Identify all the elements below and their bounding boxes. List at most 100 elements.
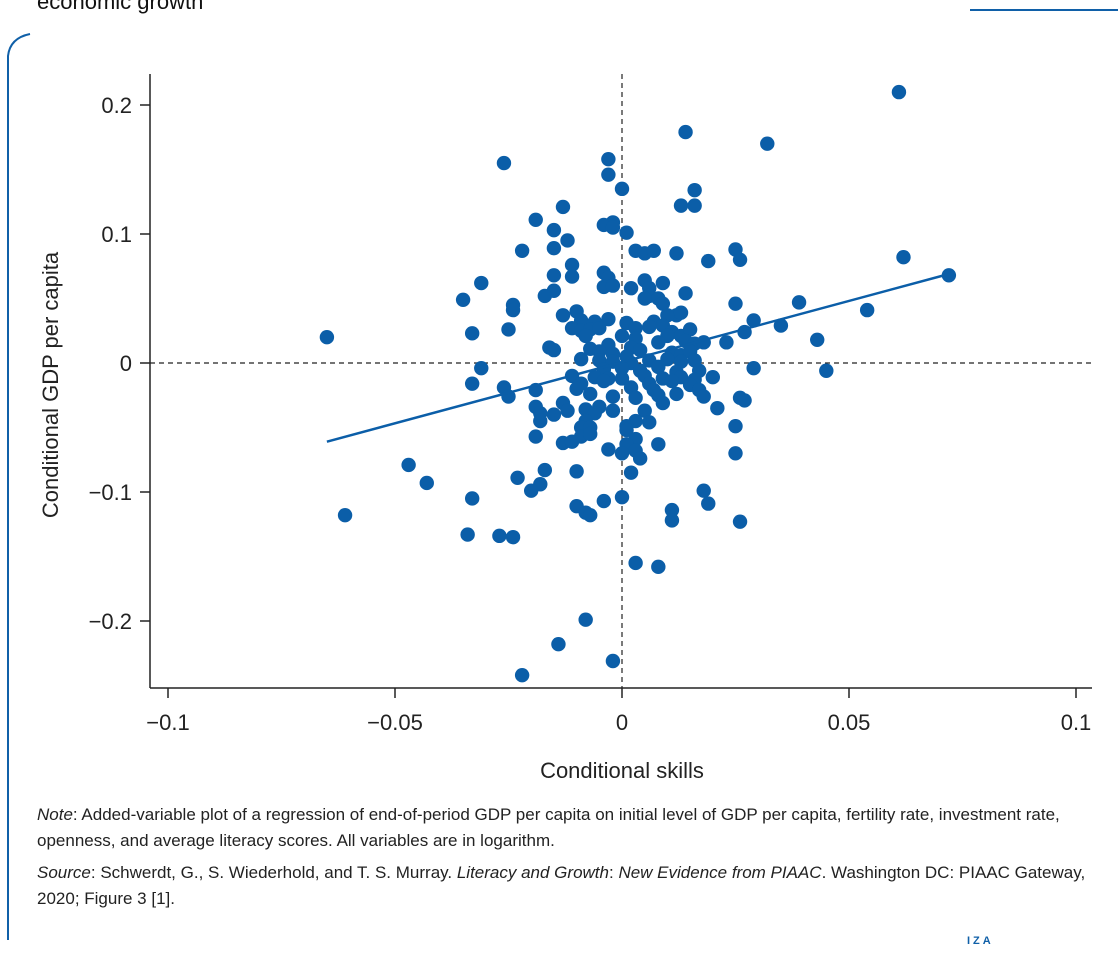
data-point <box>746 313 761 328</box>
source-title: Literacy and Growth <box>456 863 609 882</box>
data-point <box>546 342 562 358</box>
data-point <box>896 250 911 265</box>
data-point <box>546 222 562 238</box>
data-point <box>773 318 789 333</box>
data-point <box>891 84 907 100</box>
x-tick-label: 0.05 <box>828 710 871 735</box>
data-point <box>810 332 825 347</box>
data-point <box>614 489 630 505</box>
data-points <box>319 84 957 683</box>
data-point <box>319 330 335 345</box>
data-point <box>501 322 516 337</box>
data-point <box>560 403 575 418</box>
data-point <box>492 528 507 544</box>
x-axis-ticks: −0.1 −0.05 0 0.05 0.1 <box>146 688 1091 735</box>
data-point <box>655 296 671 311</box>
data-point <box>728 419 743 434</box>
data-point <box>728 446 743 461</box>
data-point <box>592 320 607 336</box>
data-point <box>682 322 698 337</box>
data-point <box>614 446 630 461</box>
data-point <box>583 426 598 442</box>
data-point <box>505 529 521 545</box>
data-point <box>791 295 807 310</box>
source-text-1: : Schwerdt, G., S. Wiederhold, and T. S.… <box>90 863 457 882</box>
data-point <box>623 280 639 296</box>
data-point <box>728 296 743 311</box>
data-point <box>669 246 684 261</box>
data-point <box>528 212 543 228</box>
data-point <box>705 369 720 385</box>
data-point <box>605 278 621 293</box>
data-point <box>533 413 548 429</box>
data-point <box>496 155 512 171</box>
data-point <box>678 124 693 140</box>
data-point <box>564 269 580 284</box>
data-point <box>551 637 566 652</box>
data-point <box>524 483 539 498</box>
data-point <box>651 559 666 575</box>
figure-note: Note: Added-variable plot of a regressio… <box>37 802 1112 854</box>
data-point <box>605 403 621 418</box>
data-point <box>401 457 416 473</box>
data-point <box>464 376 480 391</box>
data-point <box>605 220 621 235</box>
note-label: Note <box>37 805 73 824</box>
data-point <box>546 407 562 422</box>
data-point <box>664 373 680 389</box>
data-point <box>655 395 671 411</box>
data-point <box>564 434 580 449</box>
y-tick-label: 0.2 <box>101 93 132 118</box>
y-tick-label: −0.1 <box>89 480 132 505</box>
data-point <box>601 167 616 182</box>
data-point <box>510 470 525 486</box>
x-tick-label: −0.1 <box>146 710 189 735</box>
data-point <box>505 302 521 318</box>
data-point <box>651 437 666 452</box>
data-point <box>701 253 716 269</box>
data-point <box>642 415 657 430</box>
data-point <box>687 182 702 198</box>
data-point <box>719 335 734 350</box>
x-tick-label: −0.05 <box>367 710 423 735</box>
data-point <box>601 151 616 167</box>
data-point <box>614 371 630 386</box>
y-tick-label: 0.1 <box>101 222 132 247</box>
source-subtitle: New Evidence from PIAAC <box>618 863 822 882</box>
source-label: Source <box>37 863 91 882</box>
axes <box>149 74 1092 689</box>
data-point <box>628 320 643 336</box>
data-point <box>673 198 689 213</box>
y-axis-label: Conditional GDP per capita <box>38 251 63 518</box>
data-point <box>637 403 652 418</box>
data-point <box>596 373 612 389</box>
data-point <box>651 359 666 375</box>
data-point <box>337 508 353 523</box>
fit-line <box>326 272 950 443</box>
data-point <box>737 393 752 408</box>
data-point <box>614 181 630 197</box>
data-point <box>537 288 553 304</box>
data-point <box>419 475 434 491</box>
data-point <box>596 493 612 509</box>
data-point <box>673 305 689 320</box>
regression-line <box>326 272 950 443</box>
source-text-2: : <box>608 863 619 882</box>
data-point <box>664 502 680 518</box>
data-point <box>696 389 711 404</box>
data-point <box>619 225 634 240</box>
data-point <box>632 451 648 466</box>
iza-logo: IZA <box>967 935 994 947</box>
data-point <box>528 429 543 444</box>
y-tick-label: 0 <box>120 351 132 376</box>
data-point <box>732 514 748 529</box>
data-point <box>637 291 652 306</box>
data-point <box>578 328 593 344</box>
data-point <box>601 442 616 457</box>
data-point <box>578 612 593 627</box>
data-point <box>732 252 748 267</box>
data-point <box>623 465 639 480</box>
x-axis-label: Conditional skills <box>540 758 704 783</box>
data-point <box>655 275 671 291</box>
data-point <box>859 302 875 318</box>
